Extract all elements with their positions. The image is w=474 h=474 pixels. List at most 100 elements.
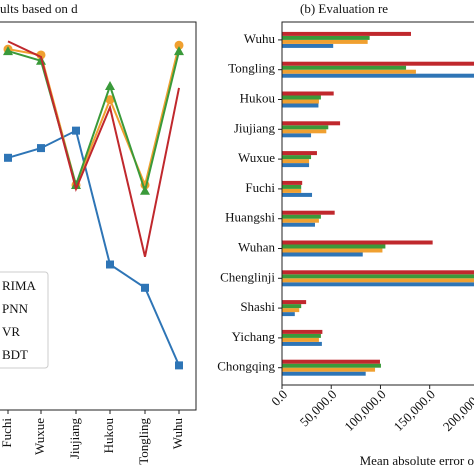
marker (4, 153, 12, 162)
bar (282, 121, 341, 126)
bar (282, 312, 295, 317)
x-tick-label: 0.0 (268, 387, 290, 409)
y-tick-label: Tongling (228, 61, 275, 76)
bar (282, 252, 363, 257)
y-tick-label: Hukou (240, 90, 276, 105)
y-tick-label: Wuhu (244, 31, 276, 46)
bar (282, 210, 335, 215)
bar (282, 31, 411, 36)
marker (140, 185, 150, 195)
bar (282, 73, 474, 78)
marker (141, 283, 149, 292)
bar (282, 304, 302, 309)
bar (282, 359, 380, 364)
marker (3, 46, 13, 56)
bar (282, 222, 315, 227)
overlay: Fuchi Wuxue Jiujiang Hukou Tongling Wuhu RIMA P… (0, 31, 474, 465)
bar (282, 159, 310, 164)
series-line (7, 129, 180, 366)
bar (282, 274, 474, 279)
marker (72, 126, 80, 135)
bar (282, 65, 407, 70)
bar (282, 151, 317, 156)
bar (282, 363, 381, 368)
x-tick-label: 150,000.0 (391, 387, 438, 434)
y-tick-label: Chenglinji (220, 269, 275, 284)
left-frame (0, 21, 197, 411)
bar (282, 240, 433, 245)
bar (282, 337, 319, 342)
y-tick-label: Chongqing (217, 359, 275, 374)
x-tick-label: Wuxue (32, 418, 47, 455)
x-tick-label: Jiujiang (67, 418, 82, 460)
bar (282, 91, 334, 96)
marker (175, 361, 183, 370)
y-tick-label: Wuhan (238, 239, 276, 254)
bar (282, 371, 366, 376)
bar (282, 163, 310, 168)
marker (106, 260, 114, 269)
bar (282, 333, 321, 338)
bar (282, 214, 321, 219)
bar (282, 184, 302, 189)
right-frame (281, 21, 474, 386)
bar (282, 133, 312, 138)
bar (282, 218, 319, 223)
marker (174, 40, 184, 50)
bar (282, 125, 329, 130)
series-line (7, 40, 180, 257)
bar (282, 248, 383, 253)
bar (282, 69, 416, 74)
bar (282, 188, 302, 193)
left-title: ults based on d (0, 1, 78, 16)
x-tick-label: Tongling (136, 418, 151, 465)
x-axis-label: Mean absolute error o (360, 453, 474, 468)
bar (282, 270, 474, 275)
bar (282, 367, 376, 372)
bar (282, 39, 368, 44)
bar (282, 244, 386, 249)
right-title: (b) Evaluation re (300, 1, 388, 16)
bar (282, 341, 322, 346)
bar (282, 192, 313, 197)
bar (282, 99, 319, 104)
y-tick-label: Fuchi (245, 180, 275, 195)
y-tick-label: Shashi (240, 299, 275, 314)
legend-label: RIMA (2, 278, 37, 293)
x-tick-label: Fuchi (0, 418, 14, 448)
bar (282, 329, 323, 334)
series-line (7, 45, 180, 189)
bar (282, 300, 307, 305)
y-tick-label: Yichang (232, 329, 276, 344)
marker (37, 144, 45, 153)
bar (282, 278, 474, 283)
bar (282, 61, 474, 66)
legend-label: PNN (2, 301, 29, 316)
x-tick-label: 100,000.0 (341, 387, 388, 434)
marker (105, 81, 115, 91)
marker (174, 46, 184, 56)
legend-box (0, 271, 49, 369)
marker (71, 179, 81, 189)
bar (282, 282, 474, 287)
bar (282, 95, 321, 100)
marker (36, 50, 46, 60)
bar (282, 103, 319, 108)
x-tick-label: Wuhu (170, 418, 185, 450)
y-tick-label: Wuxue (238, 150, 275, 165)
bar (282, 35, 370, 40)
series-line (7, 50, 180, 195)
x-tick-label: 50,000.0 (297, 387, 340, 430)
left-plot (3, 40, 184, 370)
bar (282, 180, 303, 185)
marker (105, 95, 115, 105)
x-tick-label: 200,000.0 (440, 387, 474, 434)
x-tick-label: Hukou (101, 418, 116, 454)
legend-label: VR (2, 324, 20, 339)
bar (282, 43, 334, 48)
y-tick-label: Huangshi (225, 210, 275, 225)
y-tick-label: Jiujiang (234, 120, 276, 135)
legend-label: BDT (2, 347, 28, 362)
bar (282, 155, 312, 160)
